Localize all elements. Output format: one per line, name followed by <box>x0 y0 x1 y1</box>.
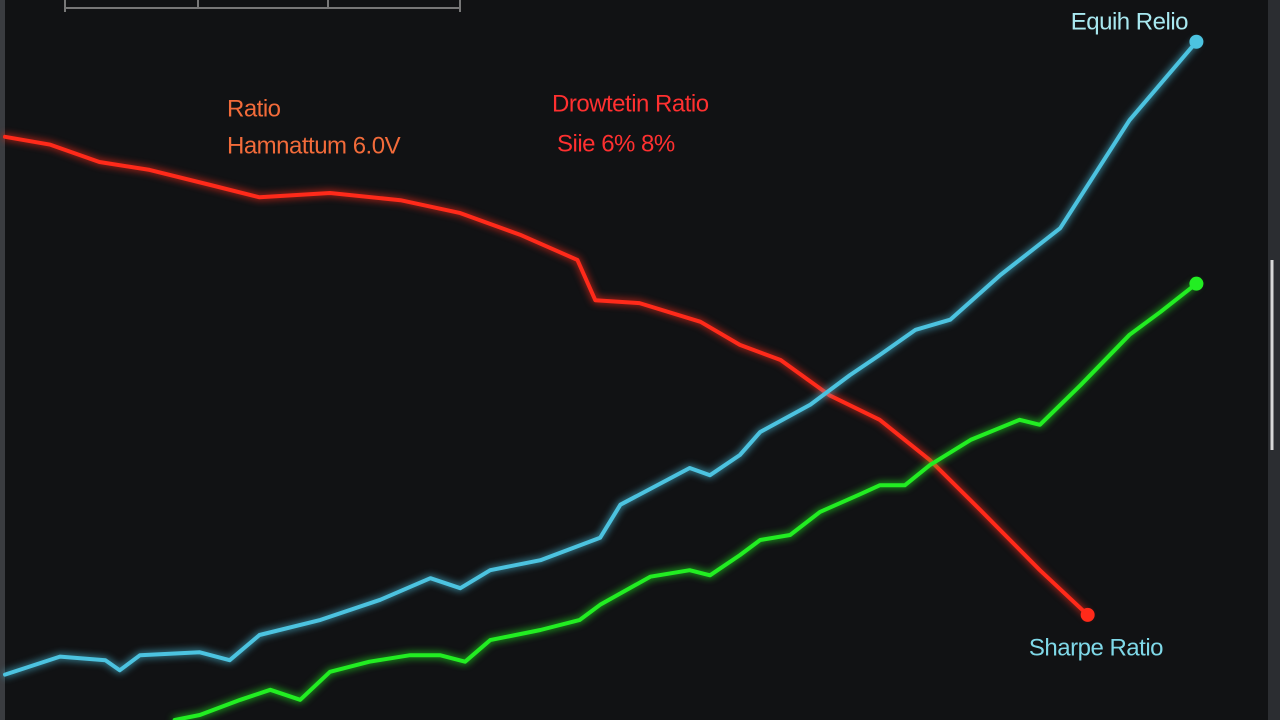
end-marker <box>1189 276 1204 291</box>
annotation: Ratio <box>227 95 281 122</box>
ruler <box>64 0 461 12</box>
annotation: Equih Relio <box>1071 8 1188 35</box>
end-marker <box>1080 607 1095 622</box>
annotation: Drowtetin Ratio <box>552 90 709 117</box>
annotation: Sharpe Ratio <box>1029 634 1163 661</box>
annotation: Hamnattum 6.0V <box>227 132 401 159</box>
series-line <box>3 134 1090 617</box>
end-marker <box>1189 34 1204 49</box>
window-edge <box>0 0 5 720</box>
annotation: Siie 6% 8% <box>557 130 675 157</box>
series-line <box>172 281 1199 720</box>
series-line <box>3 39 1199 677</box>
window-edge <box>1268 0 1280 720</box>
